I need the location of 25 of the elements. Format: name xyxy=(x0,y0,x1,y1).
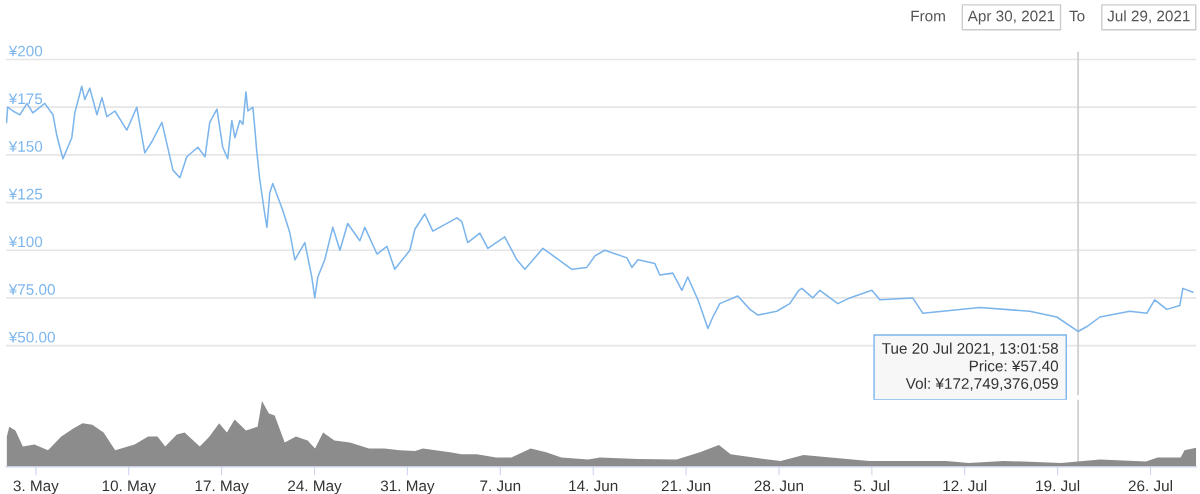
x-tick-label: 19. Jul xyxy=(1036,480,1080,492)
x-tick-label: 3. May xyxy=(13,480,59,494)
x-tick-label: 31. May xyxy=(380,480,435,494)
x-tick-label: 14. Jun xyxy=(569,480,618,492)
y-tick-label: ¥75.00 xyxy=(8,284,55,295)
x-tick-label: 21. Jun xyxy=(661,480,711,492)
x-tick-label: 17. May xyxy=(195,480,249,494)
x-tick-label: 12. Jul xyxy=(943,480,987,492)
text: To xyxy=(1069,10,1085,22)
text: Apr 30, 2021 xyxy=(967,10,1055,25)
y-tick-label: ¥150 xyxy=(8,141,43,152)
x-tick-label: 26. Jul xyxy=(1128,480,1172,492)
y-tick-label: ¥200 xyxy=(8,45,43,57)
y-tick-label: ¥100 xyxy=(8,236,43,248)
x-tick-label: 10. May xyxy=(102,480,156,494)
x-tick-label: 7. Jun xyxy=(480,480,521,492)
y-tick-label: ¥175 xyxy=(8,93,43,105)
y-tick-label: ¥125 xyxy=(8,188,43,200)
y-tick-label: ¥50.00 xyxy=(8,331,55,343)
x-tick-label: 5. Jul xyxy=(854,480,890,492)
x-tick-label: 28. Jun xyxy=(754,480,804,492)
text: From xyxy=(911,10,945,22)
x-tick-label: 24. May xyxy=(288,480,342,494)
annotation: Tue 20 Jul 2021, 13:01:58 Price: ¥57.40 Vol: ¥172,749,376,059 xyxy=(882,342,1059,391)
text: Jul 29, 2021 xyxy=(1107,10,1190,24)
